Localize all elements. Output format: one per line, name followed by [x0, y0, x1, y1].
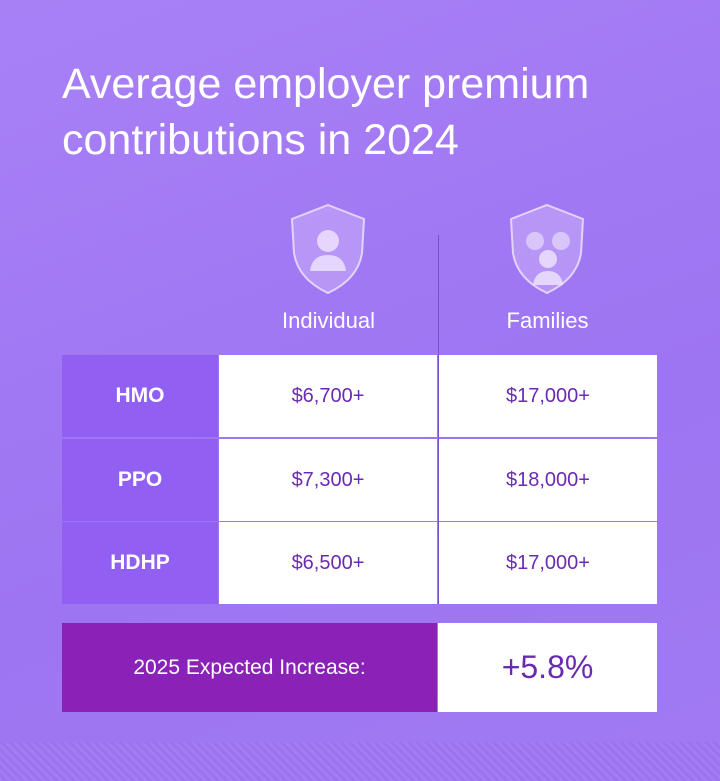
column-divider [438, 235, 439, 604]
families-icon [509, 203, 585, 295]
cell: $17,000+ [439, 355, 657, 437]
cell: $18,000+ [439, 439, 657, 521]
plan-label: PPO [62, 439, 218, 521]
plan-label: HDHP [62, 522, 218, 604]
cell: $7,300+ [219, 439, 437, 521]
decor-stripes [0, 742, 720, 781]
plan-label: HMO [62, 355, 218, 437]
cell: $17,000+ [439, 522, 657, 604]
individual-icon [290, 203, 366, 295]
footer-value: +5.8% [438, 623, 657, 712]
cell: $6,700+ [219, 355, 437, 437]
title: Average employer premium contributions i… [62, 60, 590, 164]
cell: $6,500+ [219, 522, 437, 604]
column-header: Individual [282, 308, 375, 333]
column-header: Families [506, 308, 589, 333]
footer-label: 2025 Expected Increase: [62, 623, 437, 712]
